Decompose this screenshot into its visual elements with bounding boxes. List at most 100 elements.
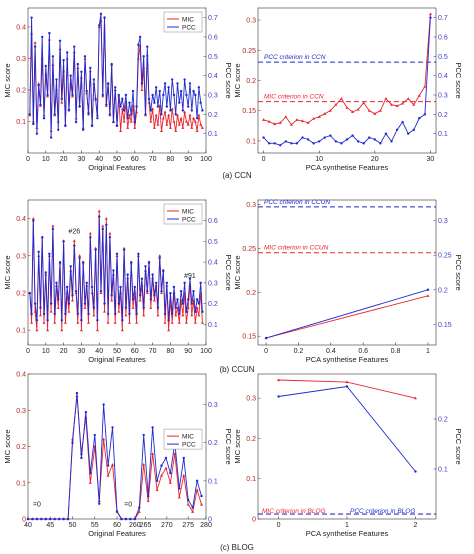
x-axis-label: Original Features xyxy=(88,163,146,172)
pcc-point xyxy=(174,113,177,116)
pcc-point xyxy=(188,277,192,280)
pcc-point xyxy=(124,306,128,309)
mic-point xyxy=(160,129,163,133)
pcc-point xyxy=(44,271,47,274)
mic-point xyxy=(161,116,165,120)
pcc-point xyxy=(120,517,123,521)
y2-tick-label: 0.3 xyxy=(208,93,218,100)
x-tick-label: 90 xyxy=(184,348,192,355)
pcc-point xyxy=(301,136,304,139)
mic-point xyxy=(127,321,131,324)
pcc-point xyxy=(146,45,149,48)
pcc-point xyxy=(160,289,163,293)
y2-tick-label: 0.4 xyxy=(208,260,218,267)
y2-tick-label: 0.6 xyxy=(208,35,218,42)
y2-axis-label: PCC score xyxy=(224,62,233,98)
pcc-point xyxy=(317,140,321,143)
pcc-point xyxy=(58,39,62,43)
mic-point xyxy=(106,473,110,477)
pcc-point xyxy=(114,312,117,316)
mic-point xyxy=(99,291,103,295)
pcc-point xyxy=(73,244,76,247)
y2-tick-label: 0.6 xyxy=(438,35,448,42)
mic-point xyxy=(390,103,393,106)
pcc-point xyxy=(418,117,421,120)
x-tick-label: 0 xyxy=(264,348,268,355)
pcc-point xyxy=(133,517,136,521)
mic-point xyxy=(106,321,110,324)
y2-tick-label: 0.7 xyxy=(208,15,218,22)
pcc-point xyxy=(105,103,108,106)
pcc-point xyxy=(191,506,194,509)
y2-tick-label: 0.2 xyxy=(208,440,218,447)
mic-point xyxy=(273,122,277,126)
mic-point xyxy=(301,119,304,123)
pcc-point xyxy=(362,142,365,145)
y2-tick-label: 0.1 xyxy=(208,322,218,329)
mic-point xyxy=(186,123,190,126)
pcc-point xyxy=(153,101,156,104)
pcc-point xyxy=(49,136,53,139)
mic-point xyxy=(72,239,76,242)
mic-point xyxy=(190,126,194,129)
pcc-point xyxy=(67,109,71,112)
series-pcc-line xyxy=(29,13,203,138)
pcc-point xyxy=(390,140,393,143)
x-tick-label: 265 xyxy=(140,522,152,529)
pcc-point xyxy=(92,306,96,309)
plot-frame xyxy=(257,199,437,346)
pcc-point xyxy=(167,86,170,89)
mic-point xyxy=(356,107,360,111)
y2-tick-label: 0.25 xyxy=(438,253,452,260)
mic-point xyxy=(151,452,155,455)
mic-point xyxy=(423,84,427,88)
mic-point xyxy=(362,101,366,104)
pcc-point xyxy=(26,517,30,521)
pcc-point xyxy=(151,426,154,429)
mic-point xyxy=(71,298,74,302)
pcc-point xyxy=(140,82,144,85)
pcc-point xyxy=(368,136,371,139)
pcc-point xyxy=(30,312,33,316)
mic-point xyxy=(37,82,41,85)
pcc-point xyxy=(147,260,151,264)
x-tick-label: 30 xyxy=(78,348,86,355)
pcc-point xyxy=(58,260,62,264)
pcc-point xyxy=(115,124,119,128)
chart-ccun-right: 0 0.2 0.4 0.6 0.8 1 0.15 0.2 0.25 0.3 0.15 0.2 0.25 0… xyxy=(233,199,463,364)
criterion-label: MIC criterion in CCUN xyxy=(264,245,329,252)
pcc-point xyxy=(35,517,39,521)
y2-tick-label: 0.3 xyxy=(208,402,218,409)
y2-tick-label: 0 xyxy=(208,517,212,524)
pcc-point xyxy=(62,517,65,521)
mic-point xyxy=(42,321,46,324)
pcc-point xyxy=(37,84,40,87)
pcc-point xyxy=(312,142,315,145)
y-tick-label: 0.3 xyxy=(246,18,256,25)
pcc-point xyxy=(60,97,64,101)
pcc-point xyxy=(154,86,158,89)
x-tick-label: 280 xyxy=(200,522,212,529)
pcc-point xyxy=(121,318,124,322)
pcc-point xyxy=(84,410,88,414)
pcc-point xyxy=(165,105,169,108)
mic-point xyxy=(51,224,55,228)
mic-point xyxy=(104,216,108,220)
mic-point xyxy=(163,110,167,114)
mic-point xyxy=(200,126,204,129)
pcc-point xyxy=(53,517,56,521)
pcc-point xyxy=(102,403,105,406)
mic-point xyxy=(33,41,37,44)
pcc-point xyxy=(122,109,126,112)
pcc-point xyxy=(151,93,154,97)
mic-point xyxy=(164,466,168,470)
y-axis-label: MIC score xyxy=(233,429,242,463)
pcc-point xyxy=(290,142,293,145)
mic-point xyxy=(176,113,180,117)
pcc-point xyxy=(158,89,161,93)
pcc-point xyxy=(85,89,88,93)
pcc-point xyxy=(89,66,92,70)
pcc-point xyxy=(28,292,31,295)
